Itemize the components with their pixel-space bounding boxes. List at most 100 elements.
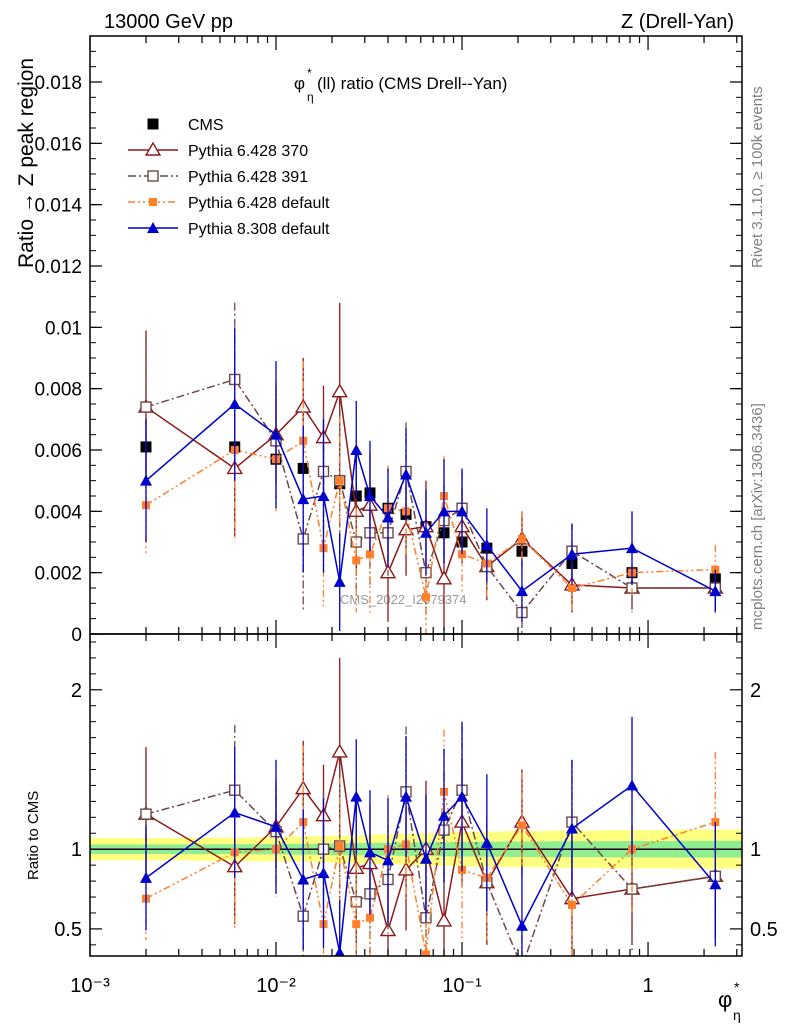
x-tick-label: 10⁻³ bbox=[70, 975, 110, 997]
x-axis-label: φ * η bbox=[718, 979, 741, 1023]
series-line bbox=[145, 378, 716, 614]
series-line bbox=[145, 391, 716, 589]
data-point bbox=[334, 946, 345, 956]
xlabel-sup: * bbox=[734, 979, 740, 995]
data-point bbox=[400, 468, 413, 480]
legend: CMS Pythia 6.428 370 Pythia 6.428 391 Pythi… bbox=[128, 117, 330, 238]
title-sup: * bbox=[307, 66, 312, 80]
ratio-panel: 0.5 0.5 1 1 2 2 bbox=[54, 633, 778, 972]
data-point bbox=[515, 585, 528, 597]
legend-label: Pythia 6.428 370 bbox=[188, 143, 308, 160]
title-sub: η bbox=[307, 90, 314, 104]
series-line bbox=[145, 787, 716, 956]
data-point bbox=[270, 428, 283, 440]
series-pythia-6-428-391 bbox=[140, 302, 722, 634]
watermark: CMS_2022_I2079374 bbox=[340, 592, 467, 607]
data-point bbox=[709, 585, 722, 597]
data-point bbox=[139, 474, 152, 486]
legend-entry: Pythia 6.428 default bbox=[128, 195, 330, 212]
series-pythia-6-428-370 bbox=[137, 302, 724, 631]
data-point bbox=[517, 962, 527, 972]
xlabel-phi: φ bbox=[718, 987, 732, 1012]
data-point bbox=[335, 842, 344, 851]
y-tick-label-right: 1 bbox=[750, 839, 761, 861]
data-point bbox=[350, 444, 363, 455]
data-point bbox=[365, 550, 374, 559]
y-tick-label: 0.016 bbox=[34, 134, 82, 155]
x-tick-labels: 10⁻³ 10⁻² 10⁻¹ 1 bbox=[70, 975, 653, 997]
y-tick-label-right: 2 bbox=[750, 680, 761, 702]
legend-marker bbox=[147, 170, 159, 182]
data-point bbox=[517, 534, 526, 543]
data-point bbox=[331, 743, 348, 758]
y-tick-label: 0 bbox=[71, 625, 82, 646]
data-point bbox=[365, 913, 374, 922]
y-tick-label: 0.012 bbox=[34, 257, 82, 278]
data-point bbox=[363, 490, 376, 501]
data-point bbox=[421, 593, 430, 602]
main-y-axis-label: Ratio → Z peak region bbox=[15, 58, 38, 268]
data-point bbox=[270, 820, 283, 832]
data-point bbox=[400, 790, 413, 802]
series-line bbox=[145, 439, 716, 598]
data-point bbox=[435, 570, 453, 585]
data-point bbox=[317, 867, 330, 879]
data-point bbox=[517, 821, 526, 830]
data-point bbox=[437, 505, 450, 517]
data-point bbox=[567, 584, 576, 592]
data-point bbox=[480, 539, 493, 551]
data-point bbox=[331, 383, 348, 398]
data-point bbox=[363, 846, 376, 858]
legend-label: Pythia 6.428 391 bbox=[188, 169, 308, 186]
data-point bbox=[480, 836, 493, 848]
legend-label: Pythia 6.428 default bbox=[188, 195, 330, 212]
data-point bbox=[352, 556, 361, 565]
data-point bbox=[567, 900, 576, 909]
data-point bbox=[139, 871, 152, 883]
y-tick-label: 0.006 bbox=[34, 441, 82, 462]
y-tick-label: 0.5 bbox=[54, 919, 82, 941]
title-phi: φ bbox=[294, 74, 305, 93]
data-point bbox=[350, 790, 363, 802]
mcplots-label: mcplots.cern.ch [arXiv:1306.3436] bbox=[749, 403, 766, 630]
data-point bbox=[382, 854, 395, 866]
data-point bbox=[317, 490, 330, 501]
data-point bbox=[297, 493, 310, 505]
data-point bbox=[565, 548, 578, 560]
data-point bbox=[456, 790, 469, 802]
legend-entry: Pythia 8.308 default bbox=[128, 221, 330, 238]
data-point bbox=[228, 398, 241, 409]
data-point bbox=[228, 806, 241, 818]
data-point bbox=[140, 401, 152, 413]
y-tick-label: 2 bbox=[71, 680, 82, 702]
data-point bbox=[335, 476, 344, 485]
data-point bbox=[350, 536, 362, 548]
data-point bbox=[626, 779, 639, 791]
series-pythia-8-308-default bbox=[139, 327, 722, 631]
data-point bbox=[382, 511, 395, 523]
y-tick-label: 0.004 bbox=[34, 502, 82, 523]
title-rest: (ll) ratio (CMS Drell--Yan) bbox=[317, 74, 507, 93]
legend-label: CMS bbox=[188, 117, 224, 134]
series-line bbox=[145, 751, 716, 934]
series-line bbox=[145, 784, 716, 953]
data-point bbox=[419, 526, 432, 538]
plot-frame bbox=[89, 633, 743, 957]
ratio-y-axis-label: Ratio to CMS bbox=[25, 791, 42, 880]
y-tick-label: 0.002 bbox=[34, 564, 82, 585]
y-tick-label: 0.014 bbox=[34, 196, 82, 217]
series-pythia-8-308-default bbox=[139, 716, 722, 956]
data-point bbox=[435, 912, 453, 927]
legend-entry: CMS bbox=[147, 117, 224, 134]
legend-marker bbox=[144, 141, 162, 156]
legend-entry: Pythia 6.428 391 bbox=[128, 169, 308, 186]
rivet-label: Rivet 3.1.10, ≥ 100k events bbox=[749, 86, 766, 268]
series-pythia-6-428-default bbox=[141, 729, 720, 956]
data-point bbox=[379, 922, 397, 937]
data-point bbox=[333, 575, 346, 587]
y-tick-label: 0.008 bbox=[34, 380, 82, 401]
legend-marker bbox=[147, 222, 159, 233]
x-tick-label: 10⁻² bbox=[256, 975, 296, 997]
data-point bbox=[140, 808, 152, 820]
data-point bbox=[565, 822, 578, 834]
